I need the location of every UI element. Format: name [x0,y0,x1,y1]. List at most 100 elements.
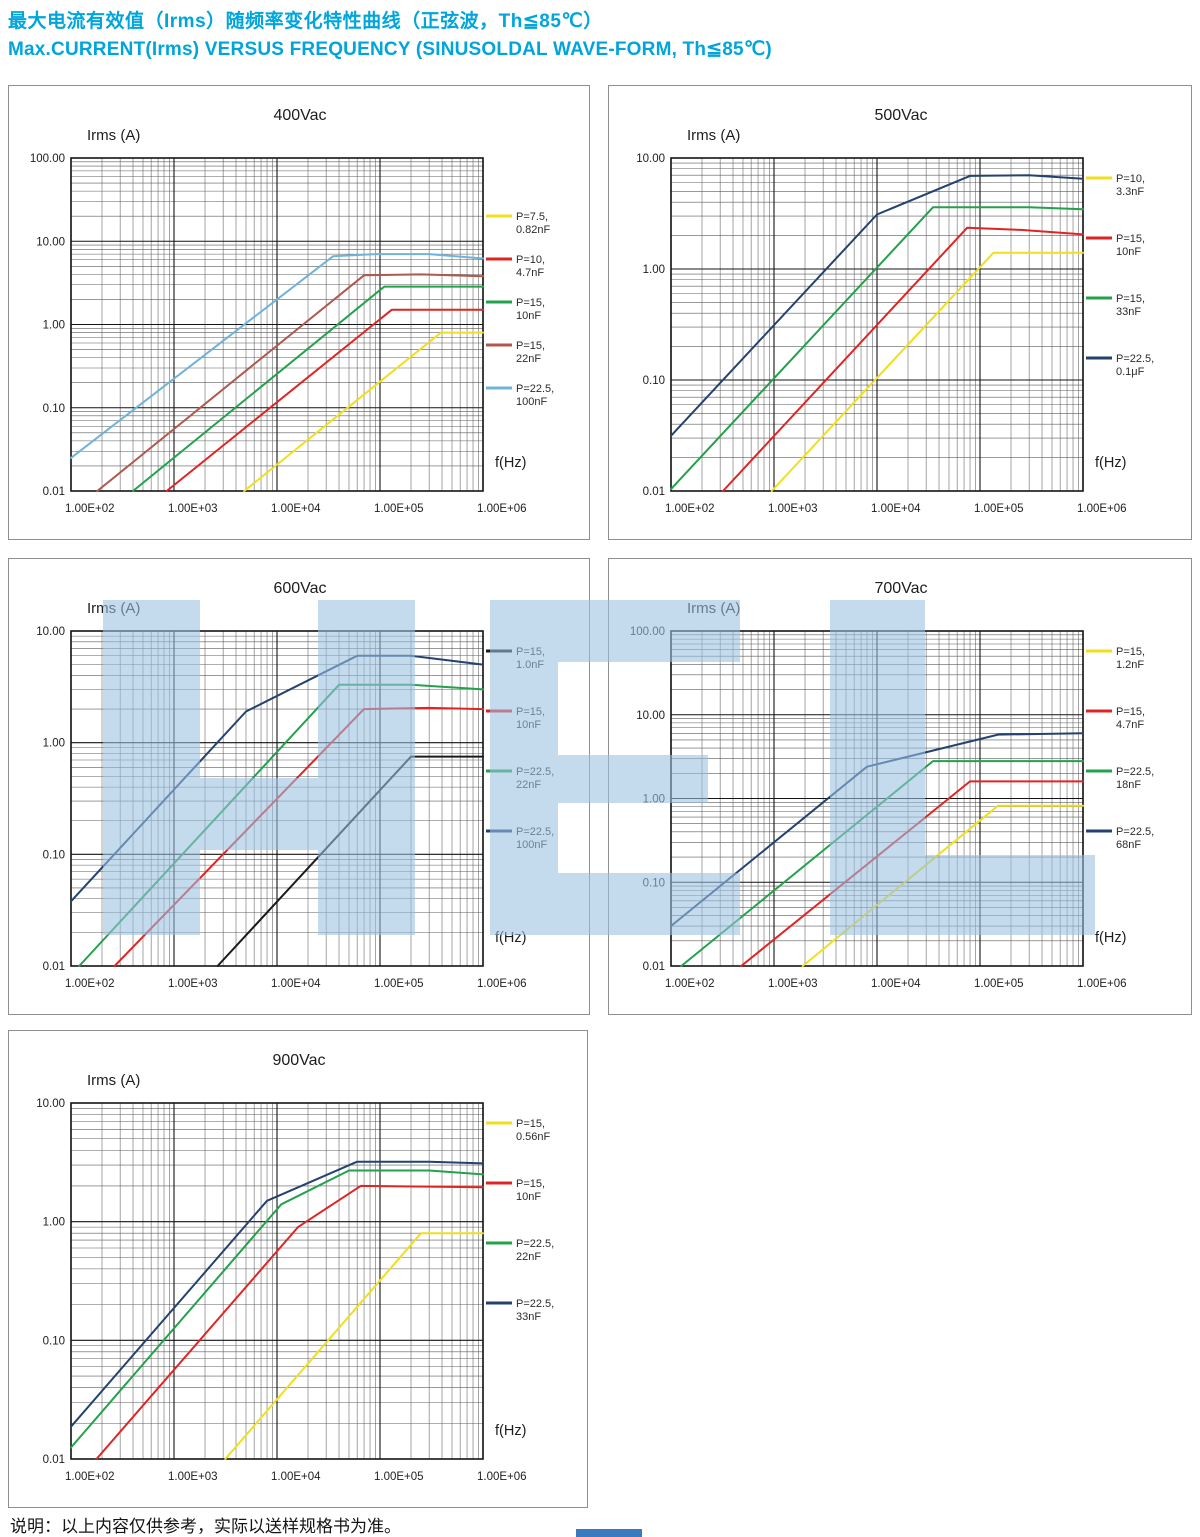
legend-label-line1: P=15, [516,340,545,352]
x-axis-title: f(Hz) [495,1423,526,1439]
legend-label-line1: P=22.5, [516,383,554,395]
page-header: 最大电流有效值（Irms）随频率变化特性曲线（正弦波，Th≦85℃） Max.C… [8,6,772,61]
series-line [70,1160,484,1428]
chart-title: 400Vac [273,107,326,124]
page-title-zh: 最大电流有效值（Irms）随频率变化特性曲线（正弦波，Th≦85℃） [8,11,603,32]
series-line [670,206,1084,491]
x-axis-title: f(Hz) [1095,455,1126,471]
y-tick-label: 10.00 [636,153,665,165]
x-tick-label: 1.00E+03 [168,503,218,515]
series-line [96,273,484,492]
x-tick-label: 1.00E+05 [374,978,424,990]
x-tick-label: 1.00E+02 [65,503,115,515]
legend-label-line1: P=15, [516,1178,545,1190]
y-tick-label: 0.01 [643,961,665,973]
chart-title: 500Vac [874,107,927,124]
legend-label-line2: 0.56nF [516,1131,551,1143]
legend-label-line2: 33nF [516,1311,541,1323]
y-tick-label: 0.10 [643,877,665,889]
y-tick-label: 0.01 [43,486,65,498]
y-tick-label: 1.00 [643,794,665,806]
x-tick-label: 1.00E+04 [871,978,921,990]
y-tick-label: 0.01 [643,486,665,498]
y-tick-label: 10.00 [36,236,65,248]
chart-title: 900Vac [272,1052,325,1069]
legend-label-line1: P=7.5, [516,211,548,223]
x-tick-label: 1.00E+03 [768,978,818,990]
chart-title: 700Vac [874,580,927,597]
legend-label-line1: P=22.5, [1116,826,1154,838]
series-line [243,331,484,492]
y-tick-label: 0.10 [43,849,65,861]
series-line [113,706,484,967]
y-axis-title: Irms (A) [687,600,740,617]
y-tick-label: 0.01 [43,961,65,973]
x-tick-label: 1.00E+04 [271,503,321,515]
legend-label-line2: 0.82nF [516,224,551,236]
legend-label-line2: 1.0nF [516,659,544,671]
series-line [740,780,1084,967]
legend-label-line2: 18nF [1116,779,1141,791]
y-tick-label: 1.00 [43,1217,65,1229]
x-tick-label: 1.00E+06 [1077,978,1127,990]
legend-label-line2: 10nF [516,719,541,731]
legend-label-line2: 1.2nF [1116,659,1144,671]
x-tick-label: 1.00E+05 [374,503,424,515]
legend-label-line2: 4.7nF [1116,719,1144,731]
x-tick-label: 1.00E+05 [374,1471,424,1483]
chart-panel-700vac: 700Vac Irms (A) f(Hz) 100.00 10.00 1.00 0.10 0.… [608,558,1192,1015]
chart-title: 600Vac [273,580,326,597]
legend-label-line1: P=22.5, [1116,766,1154,778]
legend-label-line1: P=22.5, [516,766,554,778]
x-tick-label: 1.00E+02 [65,1471,115,1483]
legend-label-line2: 22nF [516,353,541,365]
series-line [95,1184,484,1460]
legend-label-line2: 10nF [516,310,541,322]
legend-label-line2: 0.1μF [1116,366,1145,378]
y-axis-title: Irms (A) [87,127,140,144]
legend-label-line1: P=15, [516,1118,545,1130]
x-tick-label: 1.00E+04 [271,978,321,990]
legend-label-line1: P=15, [516,297,545,309]
series-line [70,253,484,459]
chart-panel-500vac: 500Vac Irms (A) f(Hz) 10.00 1.00 0.10 0.01 1.00… [608,85,1192,540]
x-axis-title: f(Hz) [495,930,526,946]
legend-label-line1: P=10, [516,254,545,266]
y-axis-title: Irms (A) [87,600,140,617]
y-tick-label: 0.10 [643,375,665,387]
x-tick-label: 1.00E+02 [665,978,715,990]
y-tick-label: 0.10 [43,1335,65,1347]
legend-label-line1: P=22.5, [516,1238,554,1250]
y-tick-label: 0.10 [43,403,65,415]
legend-label-line1: P=10, [1116,173,1145,185]
series-line [216,755,484,967]
x-tick-label: 1.00E+04 [871,503,921,515]
x-tick-label: 1.00E+06 [477,978,527,990]
legend-label-line1: P=15, [1116,293,1145,305]
chart-canvas: 400Vac Irms (A) f(Hz) 100.00 10.00 1.00 0.10 0.… [30,107,554,515]
series-line [670,732,1084,927]
page-title-en: Max.CURRENT(Irms) VERSUS FREQUENCY (SINU… [8,39,772,60]
footnote: 说明：以上内容仅供参考，实际以送样规格书为准。 [10,1517,401,1536]
legend-label-line1: P=22.5, [516,1298,554,1310]
legend-label-line2: 100nF [516,839,547,851]
series-line [722,226,1084,492]
legend-label-line2: 22nF [516,779,541,791]
y-tick-label: 1.00 [43,738,65,750]
legend-label-line1: P=22.5, [516,826,554,838]
y-axis-title: Irms (A) [87,1072,140,1089]
legend-label-line2: 68nF [1116,839,1141,851]
chart-panel-900vac: 900Vac Irms (A) f(Hz) 10.00 1.00 0.10 0.01 1.00… [8,1030,588,1508]
x-axis-title: f(Hz) [495,455,526,471]
x-tick-label: 1.00E+03 [168,978,218,990]
y-tick-label: 1.00 [43,320,65,332]
y-axis-title: Irms (A) [687,127,740,144]
x-tick-label: 1.00E+05 [974,503,1024,515]
legend-label-line2: 3.3nF [1116,186,1144,198]
footer-watermark-block [576,1529,642,1537]
legend-label-line2: 4.7nF [516,267,544,279]
y-tick-label: 10.00 [636,710,665,722]
